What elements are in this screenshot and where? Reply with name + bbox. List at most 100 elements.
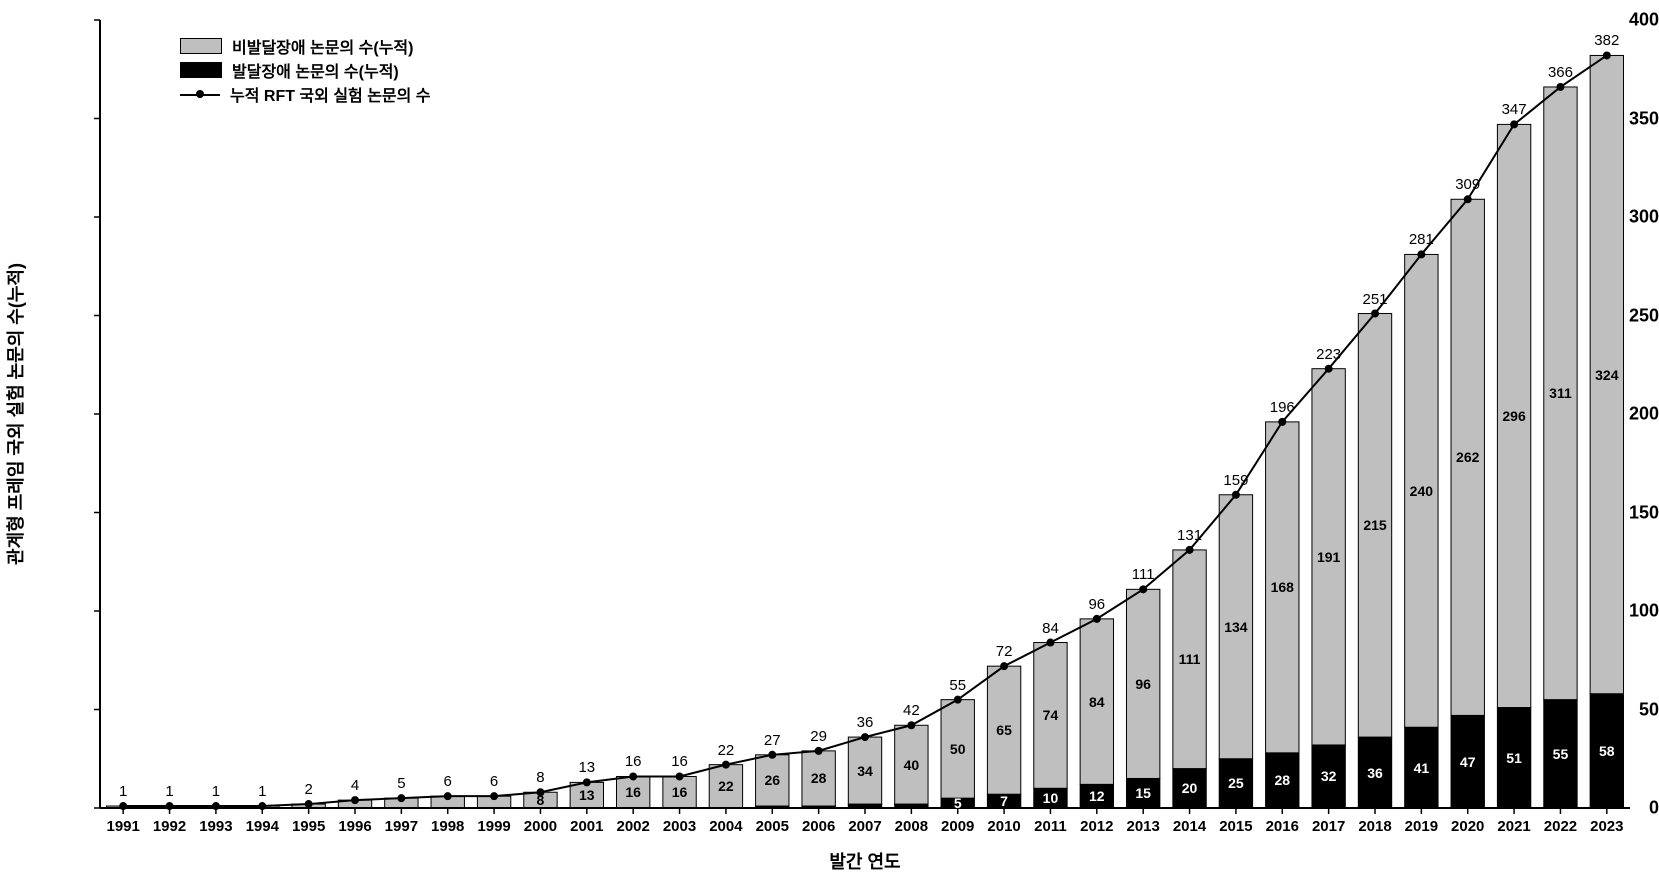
gray-segment-label: 111 bbox=[1179, 651, 1201, 667]
x-tick-label: 1992 bbox=[153, 818, 186, 835]
x-tick-label: 2000 bbox=[524, 818, 557, 835]
x-tick-label: 2018 bbox=[1358, 818, 1391, 835]
black-segment-label: 58 bbox=[1599, 743, 1615, 759]
legend-label: 누적 RFT 국외 실험 논문의 수 bbox=[230, 82, 431, 106]
total-value-label: 6 bbox=[444, 773, 452, 790]
black-segment-label: 7 bbox=[1000, 793, 1008, 809]
total-value-label: 366 bbox=[1548, 64, 1573, 81]
total-value-label: 36 bbox=[857, 714, 874, 731]
x-tick-label: 2014 bbox=[1173, 818, 1206, 835]
gray-segment-label: 296 bbox=[1502, 408, 1525, 424]
gray-segment-label: 134 bbox=[1224, 619, 1247, 635]
x-tick-label: 2017 bbox=[1312, 818, 1345, 835]
black-segment-label: 55 bbox=[1553, 746, 1569, 762]
total-value-label: 251 bbox=[1362, 291, 1387, 308]
y-tick-label: 100 bbox=[1571, 601, 1659, 622]
total-value-label: 1 bbox=[212, 783, 220, 800]
gray-segment-label: 28 bbox=[811, 770, 827, 786]
y-tick-label: 300 bbox=[1571, 207, 1659, 228]
x-tick-label: 2004 bbox=[709, 818, 742, 835]
x-tick-label: 2021 bbox=[1497, 818, 1530, 835]
gray-segment-label: 84 bbox=[1089, 694, 1105, 710]
gray-segment-label: 240 bbox=[1410, 483, 1433, 499]
gray-segment-label: 26 bbox=[764, 772, 780, 788]
chart-container: 050100150200250300350400 199119921993199… bbox=[0, 0, 1659, 888]
legend-line-marker bbox=[180, 87, 220, 101]
black-segment-label: 32 bbox=[1321, 768, 1337, 784]
x-tick-label: 2015 bbox=[1219, 818, 1252, 835]
total-value-label: 131 bbox=[1177, 527, 1202, 544]
chart-svg bbox=[0, 0, 1659, 888]
x-tick-label: 2003 bbox=[663, 818, 696, 835]
x-tick-label: 1993 bbox=[199, 818, 232, 835]
y-tick-label: 200 bbox=[1571, 404, 1659, 425]
total-value-label: 223 bbox=[1316, 346, 1341, 363]
black-segment-label: 10 bbox=[1043, 790, 1059, 806]
x-axis-label: 발간 연도 bbox=[829, 848, 900, 874]
total-value-label: 29 bbox=[810, 728, 827, 745]
black-segment-label: 20 bbox=[1182, 780, 1198, 796]
x-tick-label: 2013 bbox=[1126, 818, 1159, 835]
x-tick-label: 1997 bbox=[385, 818, 418, 835]
legend-item: 발달장애 논문의 수(누적) bbox=[180, 58, 431, 82]
total-value-label: 309 bbox=[1455, 176, 1480, 193]
total-value-label: 1 bbox=[258, 783, 266, 800]
x-tick-label: 2001 bbox=[570, 818, 603, 835]
x-tick-label: 2019 bbox=[1405, 818, 1438, 835]
black-segment-label: 15 bbox=[1135, 785, 1151, 801]
x-tick-label: 2007 bbox=[848, 818, 881, 835]
total-value-label: 1 bbox=[165, 783, 173, 800]
black-segment-label: 51 bbox=[1506, 750, 1522, 766]
y-tick-label: 150 bbox=[1571, 502, 1659, 523]
x-tick-label: 2009 bbox=[941, 818, 974, 835]
gray-segment-label: 13 bbox=[579, 787, 595, 803]
x-tick-label: 2016 bbox=[1266, 818, 1299, 835]
total-value-label: 55 bbox=[949, 677, 966, 694]
gray-segment-label: 96 bbox=[1135, 676, 1151, 692]
black-segment-label: 36 bbox=[1367, 765, 1383, 781]
x-tick-label: 2005 bbox=[756, 818, 789, 835]
legend-swatch bbox=[180, 38, 222, 54]
black-segment-label: 41 bbox=[1414, 760, 1430, 776]
total-value-label: 72 bbox=[996, 643, 1013, 660]
gray-segment-label: 311 bbox=[1549, 385, 1572, 401]
total-value-label: 382 bbox=[1594, 32, 1619, 49]
total-value-label: 5 bbox=[397, 775, 405, 792]
black-segment-label: 25 bbox=[1228, 775, 1244, 791]
gray-segment-label: 74 bbox=[1043, 707, 1059, 723]
x-tick-label: 2012 bbox=[1080, 818, 1113, 835]
black-segment-label: 12 bbox=[1089, 788, 1105, 804]
total-value-label: 96 bbox=[1088, 596, 1105, 613]
total-value-label: 16 bbox=[625, 753, 642, 770]
total-value-label: 42 bbox=[903, 702, 920, 719]
total-value-label: 159 bbox=[1223, 472, 1248, 489]
x-tick-label: 2023 bbox=[1590, 818, 1623, 835]
x-tick-label: 1996 bbox=[338, 818, 371, 835]
total-value-label: 16 bbox=[671, 753, 688, 770]
gray-segment-label: 40 bbox=[904, 757, 920, 773]
gray-segment-label: 50 bbox=[950, 741, 966, 757]
total-value-label: 281 bbox=[1409, 231, 1434, 248]
gray-segment-label: 215 bbox=[1363, 517, 1386, 533]
gray-segment-label: 22 bbox=[718, 778, 734, 794]
y-tick-label: 0 bbox=[1571, 798, 1659, 819]
y-tick-label: 50 bbox=[1571, 699, 1659, 720]
x-tick-label: 1999 bbox=[477, 818, 510, 835]
black-segment-label: 47 bbox=[1460, 754, 1476, 770]
y-tick-label: 250 bbox=[1571, 305, 1659, 326]
total-value-label: 84 bbox=[1042, 620, 1059, 637]
x-tick-label: 2020 bbox=[1451, 818, 1484, 835]
x-tick-label: 2002 bbox=[616, 818, 649, 835]
total-value-label: 4 bbox=[351, 777, 359, 794]
gray-segment-label: 34 bbox=[857, 763, 873, 779]
total-value-label: 2 bbox=[304, 781, 312, 798]
total-value-label: 1 bbox=[119, 783, 127, 800]
x-tick-label: 2006 bbox=[802, 818, 835, 835]
x-tick-label: 1994 bbox=[246, 818, 279, 835]
gray-segment-label: 168 bbox=[1271, 579, 1294, 595]
total-value-label: 196 bbox=[1270, 399, 1295, 416]
gray-segment-label: 16 bbox=[625, 784, 641, 800]
x-tick-label: 1998 bbox=[431, 818, 464, 835]
x-tick-label: 2011 bbox=[1034, 818, 1067, 835]
gray-segment-label: 65 bbox=[996, 722, 1012, 738]
